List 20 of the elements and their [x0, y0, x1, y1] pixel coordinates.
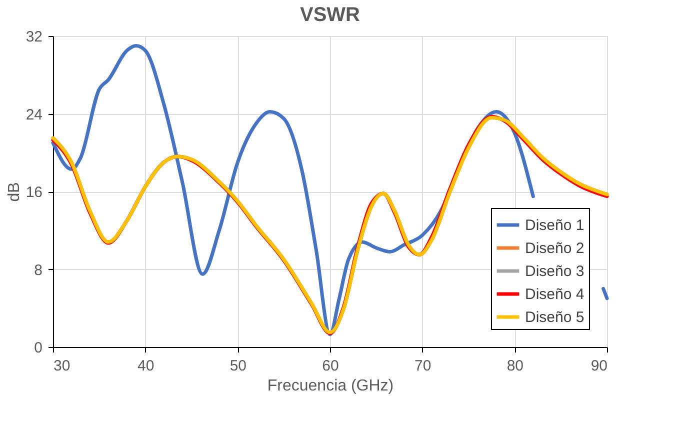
y-tick-label: 24 [26, 106, 42, 124]
legend-label: Diseño 5 [525, 309, 584, 326]
x-tick-label: 50 [230, 358, 247, 374]
y-tick-label: 16 [26, 184, 42, 201]
x-tick-label: 40 [137, 358, 154, 374]
x-tick-label: 30 [54, 358, 70, 374]
y-tick-label: 8 [34, 262, 42, 279]
x-tick-label: 70 [414, 358, 432, 374]
x-tick-label: 60 [322, 358, 339, 374]
y-axis-title: dB [6, 182, 23, 202]
legend-label: Diseño 1 [525, 217, 584, 234]
y-tick-label: 32 [26, 28, 42, 46]
legend-label: Diseño 2 [525, 240, 584, 257]
legend-label: Diseño 3 [525, 263, 584, 280]
y-tick-label: 0 [34, 340, 42, 356]
x-tick-label: 80 [506, 358, 524, 374]
legend-label: Diseño 4 [525, 286, 584, 303]
x-tick-label: 90 [590, 358, 608, 374]
x-axis-title: Frecuencia (GHz) [267, 378, 394, 394]
chart-title: VSWR [300, 4, 361, 26]
